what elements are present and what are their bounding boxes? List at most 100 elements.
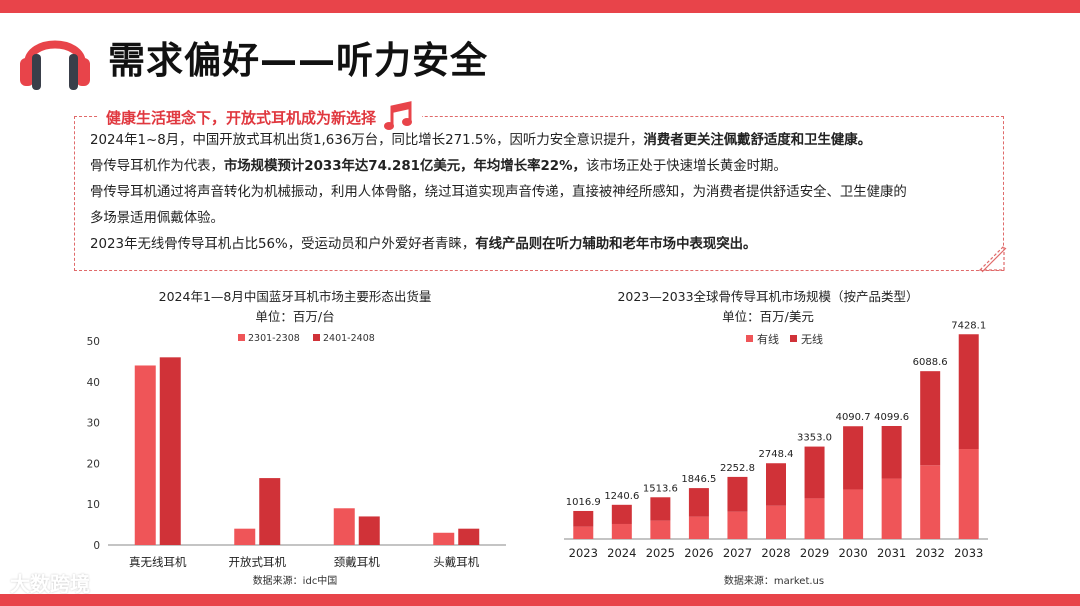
bar	[259, 478, 281, 545]
x-tick-label: 2025	[646, 546, 675, 560]
legend-label: 2301-2308	[248, 333, 300, 344]
bar-segment	[727, 476, 748, 512]
bar-segment	[650, 497, 671, 521]
bar-segment	[766, 463, 786, 506]
x-tick-label: 2030	[838, 546, 867, 560]
bar-segment	[804, 446, 825, 499]
chart-subtitle: 单位：百万/台	[255, 309, 334, 324]
info-p2-text: 骨传导耳机作为代表，	[90, 159, 224, 174]
bar-segment	[611, 504, 632, 524]
bar-segment	[881, 425, 902, 479]
chart-subtitle: 单位：百万/美元	[722, 309, 814, 324]
info-p2-tail: 该市场正处于快速增长黄金时期。	[585, 159, 787, 174]
legend-label: 有线	[757, 332, 779, 346]
data-label: 2748.4	[759, 449, 794, 460]
legend-swatch	[746, 335, 753, 342]
info-paragraph-4: 多场景适用佩戴体验。	[90, 211, 224, 226]
bar	[134, 365, 156, 545]
data-label: 4099.6	[874, 412, 909, 423]
info-p5-text: 2023年无线骨传导耳机占比56%，受运动员和户外爱好者青睐，	[90, 237, 476, 252]
data-label: 6088.6	[913, 357, 948, 368]
info-subtitle: 健康生活理念下，开放式耳机成为新选择	[106, 108, 377, 127]
x-tick-label: 开放式耳机	[229, 555, 287, 569]
legend-label: 无线	[801, 332, 823, 346]
bar	[159, 357, 181, 545]
chart-title: 2023—2033全球骨传导耳机市场规模（按产品类型）	[617, 289, 918, 304]
chart-title: 2024年1—8月中国蓝牙耳机市场主要形态出货量	[159, 289, 432, 304]
headphones-icon	[20, 40, 90, 90]
x-tick-label: 2027	[723, 546, 752, 560]
info-p2-bold: 市场规模预计2033年达74.281亿美元，年均增长率22%，	[223, 159, 586, 174]
info-p1-text: 2024年1~8月，中国开放式耳机出货1,636万台，同比增长271.5%，因听…	[90, 133, 644, 148]
legend-swatch	[238, 334, 245, 341]
bar-segment	[804, 498, 825, 539]
y-tick-label: 30	[87, 418, 100, 430]
bar-segment	[688, 488, 709, 517]
bar-segment	[573, 526, 594, 539]
bar	[234, 528, 256, 545]
bar	[333, 508, 355, 545]
legend-label: 2401-2408	[323, 333, 375, 344]
x-tick-label: 2026	[684, 546, 713, 560]
page-title: 需求偏好——听力安全	[108, 39, 488, 82]
data-label: 7428.1	[951, 320, 986, 331]
x-tick-label: 头戴耳机	[433, 555, 479, 569]
bar-segment	[573, 510, 594, 527]
info-box	[74, 116, 1004, 271]
data-label: 1846.5	[681, 474, 716, 485]
x-tick-label: 真无线耳机	[129, 555, 187, 569]
top-accent-bar	[0, 0, 1080, 13]
y-tick-label: 40	[87, 377, 100, 389]
data-label: 1240.6	[604, 491, 639, 502]
legend-swatch	[313, 334, 320, 341]
bar-segment	[958, 449, 979, 539]
x-tick-label: 2028	[761, 546, 790, 560]
y-tick-label: 10	[87, 499, 100, 511]
bar	[458, 528, 480, 545]
watermark-logo: 大数跨境	[10, 572, 90, 596]
x-tick-label: 2031	[877, 546, 906, 560]
y-tick-label: 0	[93, 540, 100, 552]
info-paragraph-5: 2023年无线骨传导耳机占比56%，受运动员和户外爱好者青睐，有线产品则在听力辅…	[90, 233, 990, 257]
data-label: 4090.7	[836, 412, 871, 423]
x-tick-label: 2032	[916, 546, 945, 560]
chart-source: 数据来源：market.us	[724, 574, 824, 587]
x-tick-label: 2029	[800, 546, 829, 560]
bottom-accent-bar	[0, 594, 1080, 606]
bar-segment	[843, 426, 864, 490]
music-note-icon	[384, 101, 413, 130]
data-label: 1513.6	[643, 483, 678, 494]
bar-segment	[766, 505, 786, 539]
bar-segment	[920, 371, 941, 466]
data-label: 1016.9	[566, 497, 601, 508]
bar	[433, 532, 455, 545]
y-tick-label: 50	[87, 336, 100, 348]
x-tick-label: 颈戴耳机	[334, 555, 380, 569]
bar-segment	[920, 465, 941, 539]
chart-source: 数据来源：idc中国	[253, 574, 338, 587]
x-tick-label: 2033	[954, 546, 983, 560]
bar-segment	[611, 523, 632, 539]
bar-segment	[688, 516, 709, 539]
data-label: 2252.8	[720, 463, 755, 474]
info-paragraph-3: 骨传导耳机通过将声音转化为机械振动，利用人体骨骼，绕过耳道实现声音传递，直接被神…	[90, 185, 907, 200]
info-paragraph-2: 骨传导耳机作为代表，市场规模预计2033年达74.281亿美元，年均增长率22%…	[90, 155, 990, 179]
bar-segment	[881, 478, 902, 539]
x-tick-label: 2023	[569, 546, 598, 560]
bar-segment	[958, 334, 979, 450]
page-fold-decoration	[978, 244, 1007, 273]
legend-swatch	[790, 335, 797, 342]
info-subtitle-wrap: 健康生活理念下，开放式耳机成为新选择	[98, 101, 423, 133]
bar-segment	[727, 511, 748, 539]
bar-segment	[650, 520, 671, 539]
x-tick-label: 2024	[607, 546, 636, 560]
bar	[358, 516, 380, 545]
bar-segment	[843, 489, 864, 539]
info-p5-bold: 有线产品则在听力辅助和老年市场中表现突出。	[475, 237, 757, 252]
y-tick-label: 20	[87, 458, 100, 470]
data-label: 3353.0	[797, 433, 832, 444]
info-paragraph-1: 2024年1~8月，中国开放式耳机出货1,636万台，同比增长271.5%，因听…	[90, 129, 990, 153]
info-p1-bold: 消费者更关注佩戴舒适度和卫生健康。	[643, 133, 872, 148]
